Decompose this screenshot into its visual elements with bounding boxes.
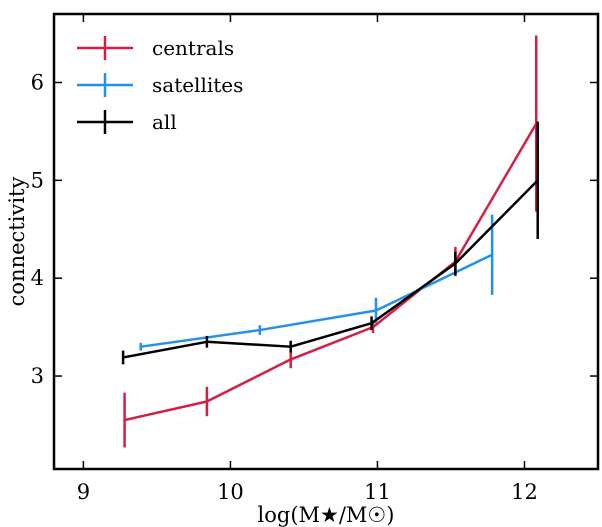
x-tick-label: 12 <box>511 480 538 504</box>
x-axis-label: log(M★/M☉) <box>258 503 395 527</box>
legend-label: all <box>152 110 177 134</box>
series-line-satellites <box>140 253 493 348</box>
x-tick-label: 11 <box>364 480 391 504</box>
data-point-satellites <box>139 345 142 348</box>
ticks-layer: 9 10 11 12 3 4 5 6 <box>31 14 598 504</box>
y-tick-label: 4 <box>31 266 44 290</box>
x-tick-label: 10 <box>217 480 244 504</box>
data-point-satellites <box>374 309 378 312</box>
legend-label: centrals <box>152 36 234 60</box>
data-point-all <box>536 179 539 182</box>
x-tick-label: 9 <box>77 480 90 504</box>
data-point-all <box>121 356 125 359</box>
y-axis-label: connectivity <box>5 177 29 307</box>
data-point-centrals <box>289 358 292 361</box>
data-point-centrals <box>123 418 126 422</box>
y-tick-label: 3 <box>31 364 44 388</box>
data-point-centrals <box>205 400 209 403</box>
data-point-satellites <box>258 328 262 332</box>
y-tick-label: 6 <box>31 70 44 94</box>
series-line-centrals <box>124 122 538 422</box>
legend-item-centrals: centrals <box>77 36 234 60</box>
legend: centrals satellites all <box>77 36 243 134</box>
data-point-all <box>454 262 457 265</box>
legend-item-satellites: satellites <box>77 73 243 97</box>
data-point-satellites <box>490 253 494 256</box>
legend-label: satellites <box>152 73 243 97</box>
data-point-all <box>289 345 292 348</box>
plot-frame <box>52 12 600 471</box>
series-line-all <box>122 179 539 359</box>
data-point-all <box>370 322 373 325</box>
y-tick-label: 5 <box>31 168 44 192</box>
data-point-all <box>205 340 209 343</box>
legend-item-all: all <box>77 110 177 134</box>
series-layer <box>121 35 539 448</box>
